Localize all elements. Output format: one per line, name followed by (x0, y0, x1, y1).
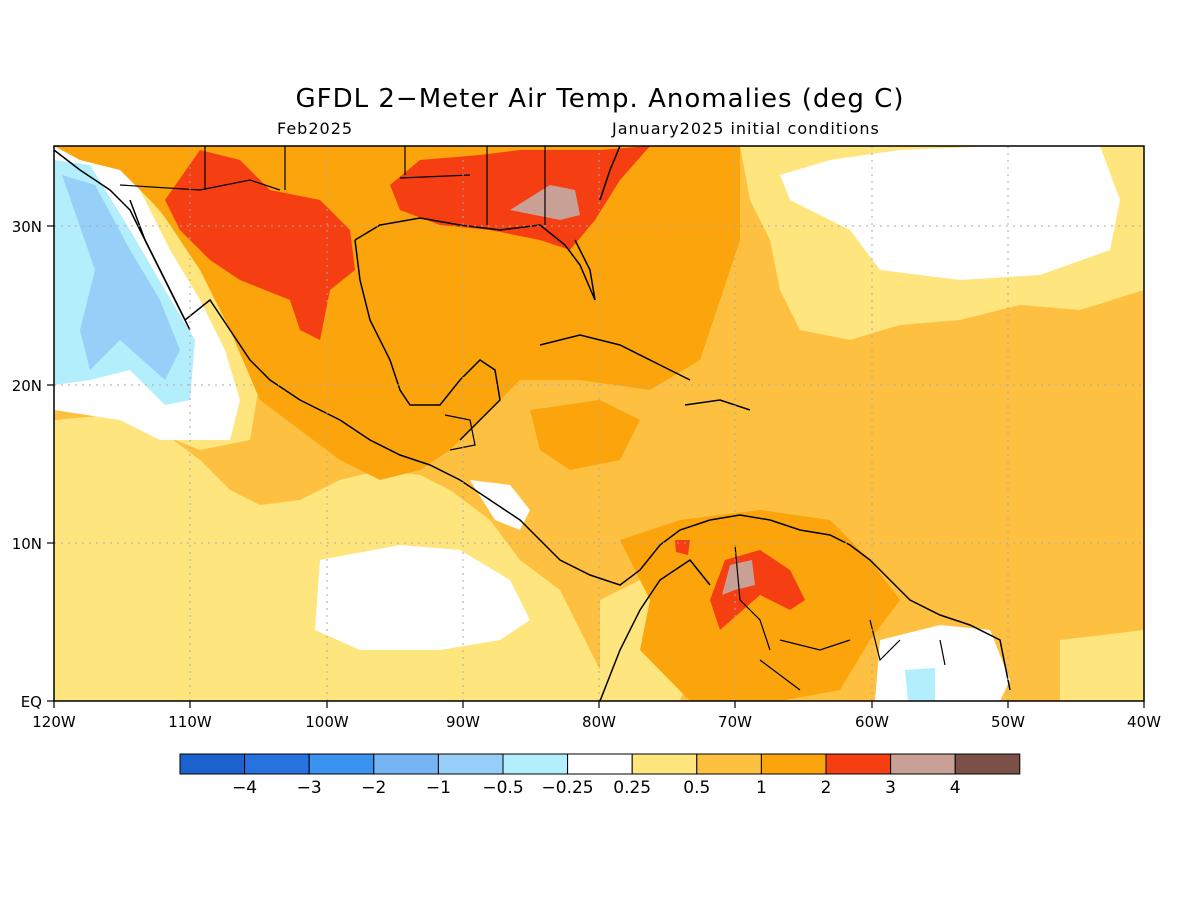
colorbar-swatch (825, 753, 892, 775)
colorbar-swatch (760, 753, 827, 775)
field-white-pacific (315, 545, 530, 650)
coastlines (54, 146, 1011, 701)
lon-label: 80W (582, 713, 616, 731)
colorbar-swatch (244, 753, 310, 775)
field-lightblue-baja (62, 175, 180, 380)
field-red-colombia (675, 540, 690, 555)
colorbar-label: 0.5 (683, 778, 710, 798)
field-orange-sa (620, 510, 900, 701)
colorbar-swatch (567, 753, 633, 775)
colorbar-label: −1 (426, 778, 451, 798)
field-red-mexico (165, 150, 355, 340)
field-paleblue-guiana (905, 668, 935, 701)
colorbar-swatch (696, 753, 762, 775)
colorbar-label: −2 (361, 778, 386, 798)
colorbar-swatch (502, 753, 569, 775)
colorbar-label: 1 (756, 778, 767, 798)
field-white-atlantic (780, 146, 1120, 280)
borders (119, 146, 946, 691)
colorbar-label: 4 (950, 778, 961, 798)
colorbar-swatch (954, 753, 1021, 775)
colorbar-label: 0.25 (613, 778, 651, 798)
colorbar-swatch (890, 753, 956, 775)
lat-label: 20N (12, 377, 42, 395)
colorbar-label: −0.5 (482, 778, 523, 798)
initial-conditions-label: January2025 initial conditions (612, 119, 880, 138)
lon-label: 40W (1127, 713, 1161, 731)
anomaly-field (54, 146, 1144, 701)
lat-label: 10N (12, 535, 42, 553)
field-lightyellow-se (1060, 630, 1144, 701)
lon-label: 70W (718, 713, 752, 731)
axis-ticks (47, 225, 1145, 708)
map-title: GFDL 2−Meter Air Temp. Anomalies (deg C) (295, 84, 905, 114)
colorbar-swatch (179, 753, 246, 775)
lon-label: 120W (32, 713, 76, 731)
lon-label: 100W (305, 713, 349, 731)
lon-label: 110W (168, 713, 212, 731)
colorbar-label: −3 (297, 778, 322, 798)
colorbar-swatch (373, 753, 439, 775)
axis-labels: 120W 110W 100W 90W 80W 70W 60W 50W 40W E… (12, 218, 1161, 731)
lat-label: 30N (12, 218, 42, 236)
lat-label: EQ (21, 693, 42, 711)
colorbar-label: −0.25 (542, 778, 594, 798)
colorbar-label: −4 (232, 778, 257, 798)
grid-lines (54, 146, 1144, 701)
lon-label: 90W (446, 713, 480, 731)
colorbar-swatch (631, 753, 698, 775)
colorbar-label: 2 (821, 778, 832, 798)
field-orange-caribbean (530, 400, 640, 470)
colorbar-label: 3 (885, 778, 896, 798)
field-white-guiana (875, 625, 1010, 701)
valid-month-label: Feb2025 (277, 119, 354, 138)
colorbar-swatch (308, 753, 375, 775)
colorbar-swatch (437, 753, 504, 775)
colorbar: −4 −3 −2 −1 −0.5 −0.25 0.25 0.5 1 2 3 4 (179, 753, 1021, 798)
lon-label: 60W (855, 713, 889, 731)
lon-label: 50W (991, 713, 1025, 731)
